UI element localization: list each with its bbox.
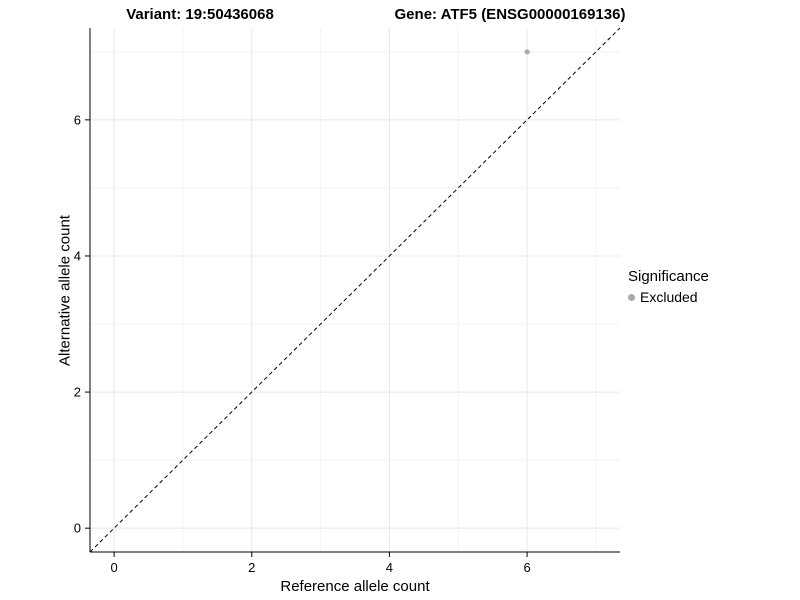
x-tick-label: 4 xyxy=(386,560,393,575)
y-axis-label: Alternative allele count xyxy=(56,215,74,366)
y-tick-label: 0 xyxy=(74,521,81,536)
excluded-point-icon xyxy=(628,293,635,301)
data-point xyxy=(524,49,530,55)
x-tick-label: 2 xyxy=(248,560,255,575)
x-axis-label: Reference allele count xyxy=(280,578,430,595)
title-gene: Gene: ATF5 (ENSG00000169136) xyxy=(394,6,626,23)
identity-reference-line xyxy=(89,27,621,553)
legend-title: Significance xyxy=(628,268,709,285)
legend: Significance Excluded xyxy=(628,268,709,305)
legend-item-label: Excluded xyxy=(640,289,698,305)
y-tick-label: 2 xyxy=(74,385,81,400)
y-tick-label: 4 xyxy=(74,248,81,263)
y-tick-label: 6 xyxy=(74,112,81,127)
legend-item-excluded: Excluded xyxy=(628,289,709,305)
x-tick-label: 0 xyxy=(110,560,117,575)
x-tick-label: 6 xyxy=(523,560,530,575)
title-variant: Variant: 19:50436068 xyxy=(126,6,274,23)
